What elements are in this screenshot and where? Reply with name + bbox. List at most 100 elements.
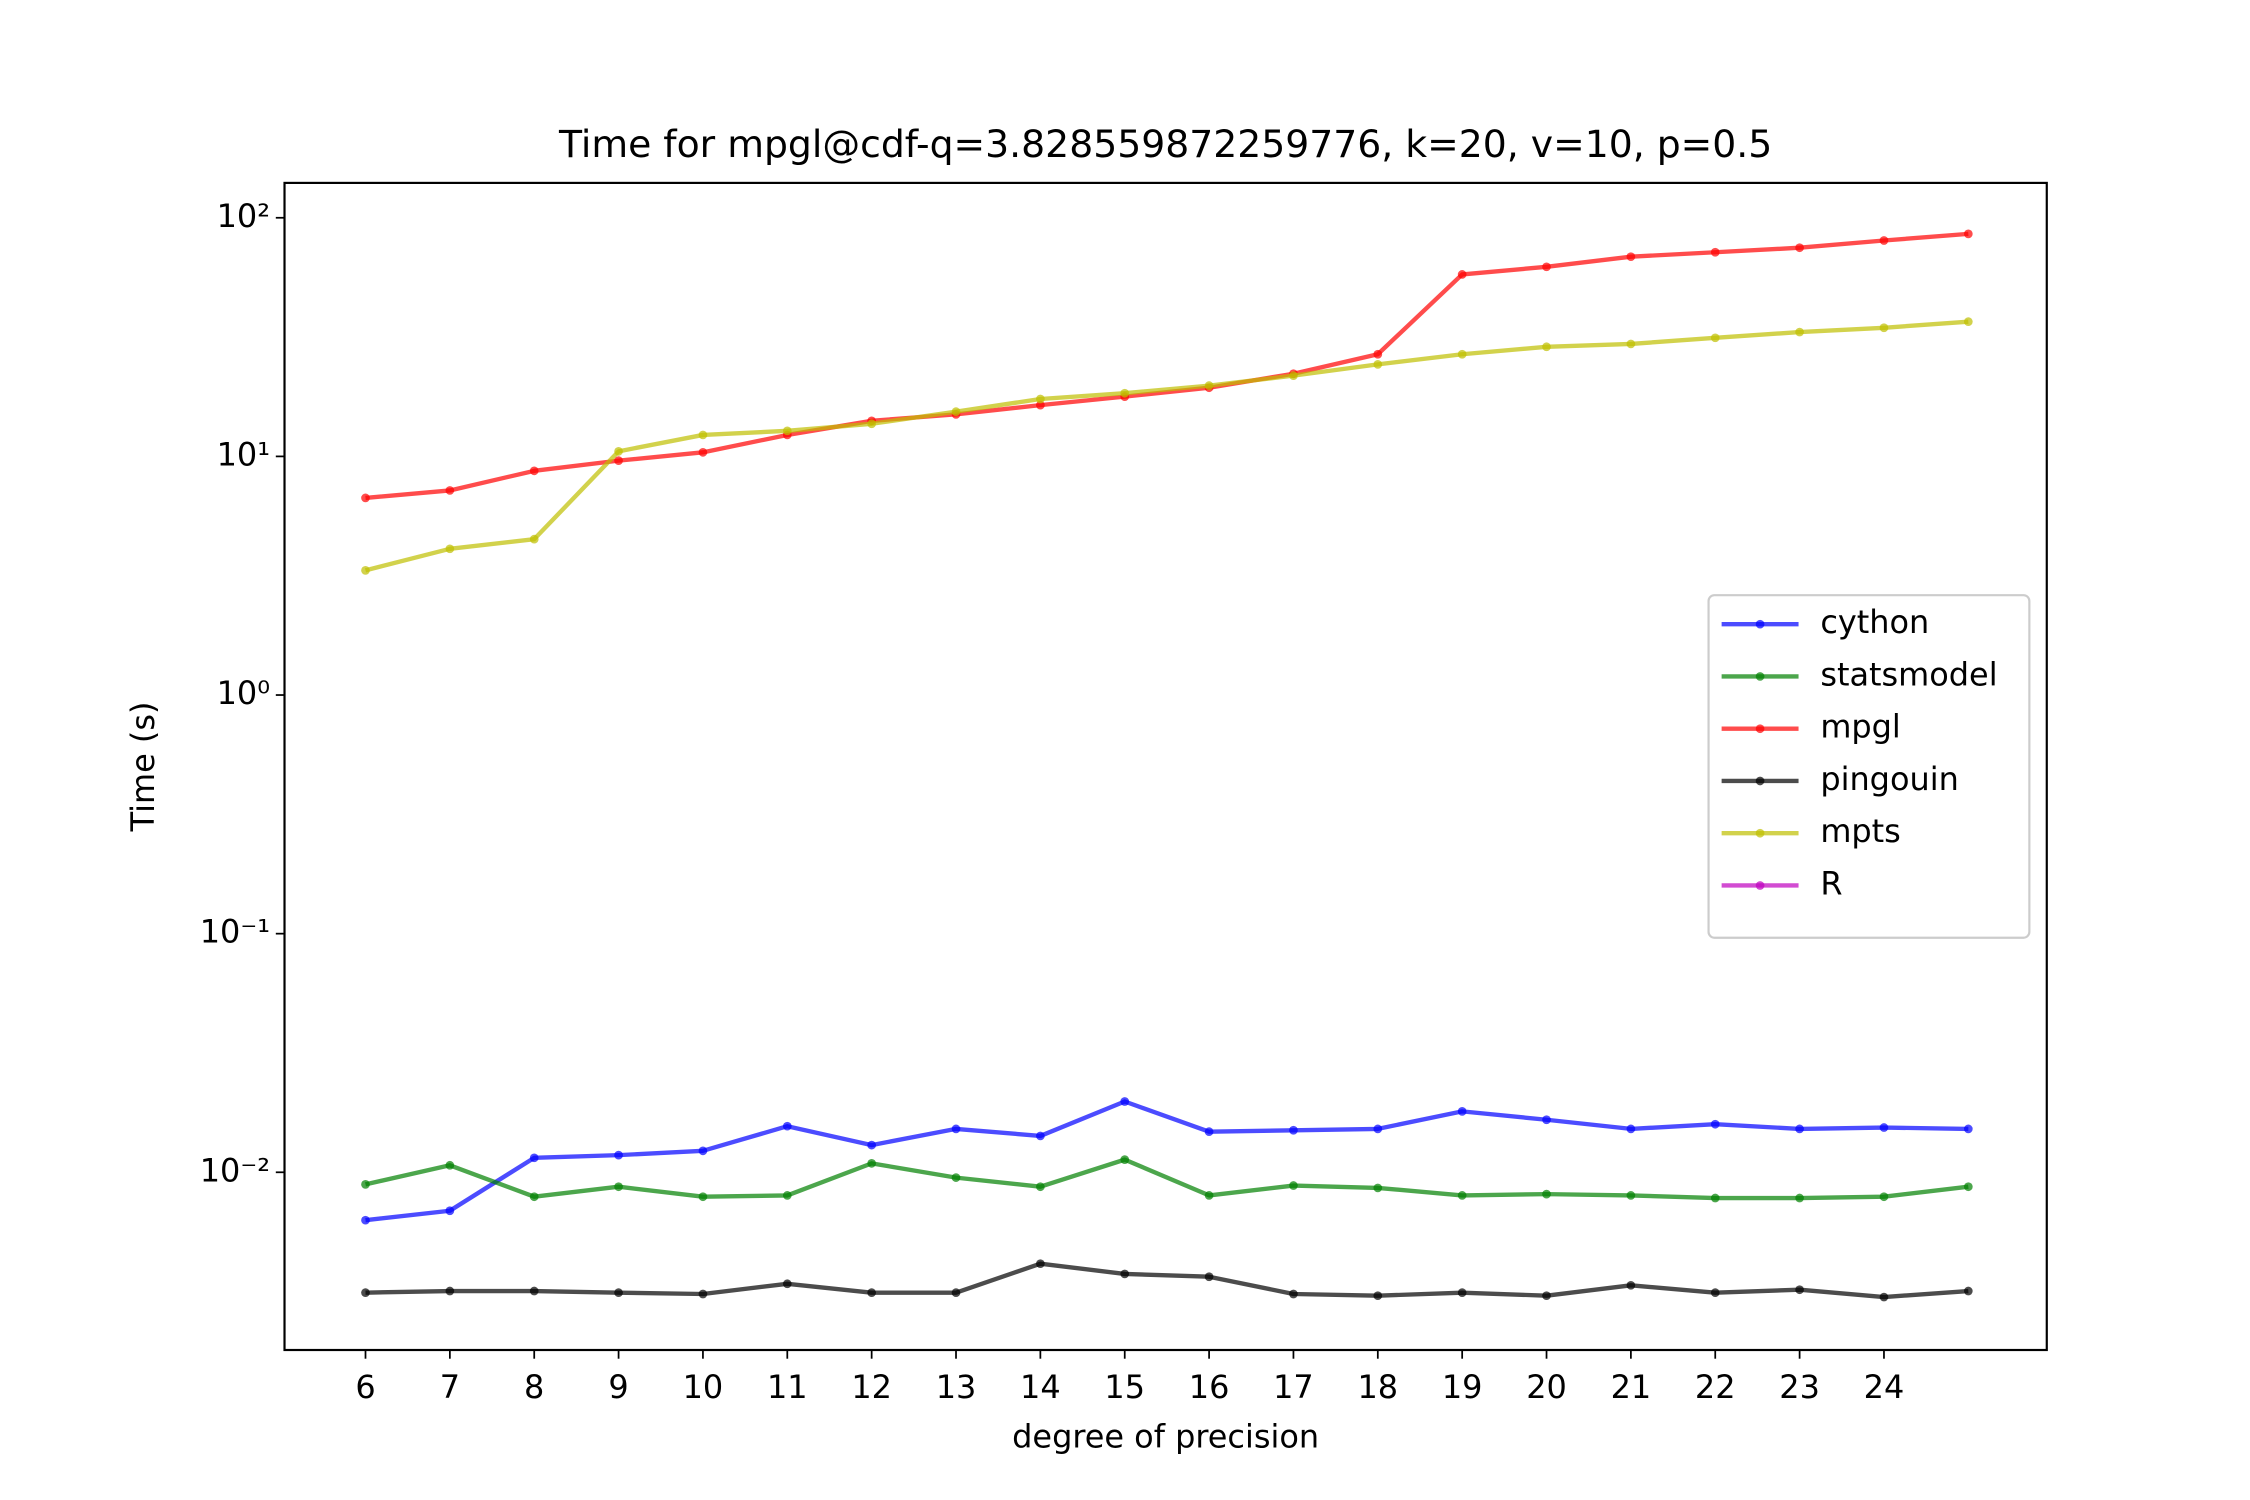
data-point xyxy=(782,426,792,436)
data-point xyxy=(529,1192,539,1202)
series-line xyxy=(365,1157,1969,1201)
data-point xyxy=(1626,1191,1636,1200)
data-point xyxy=(529,1286,539,1296)
legend-label: statsmodel xyxy=(1820,655,1997,693)
data-point xyxy=(1963,1286,1973,1296)
data-point xyxy=(361,1215,370,1225)
plot-frame xyxy=(283,181,2048,1352)
legend-marker xyxy=(1755,619,1765,629)
data-point xyxy=(951,407,961,417)
data-point xyxy=(1457,270,1467,279)
data-point xyxy=(1373,1124,1383,1134)
data-point xyxy=(1710,1119,1720,1129)
data-point xyxy=(1457,1191,1467,1200)
data-point xyxy=(951,1288,961,1298)
data-point xyxy=(1542,1189,1551,1199)
legend-label: pingouin xyxy=(1820,760,1959,798)
data-point xyxy=(1457,349,1467,359)
data-point xyxy=(1457,1288,1467,1298)
y-axis-label: Time (s) xyxy=(124,702,162,833)
data-point xyxy=(1036,400,1045,410)
data-point xyxy=(698,447,708,457)
series-line xyxy=(365,1261,1969,1300)
data-point xyxy=(867,1159,877,1168)
data-point xyxy=(1373,1291,1383,1301)
data-point xyxy=(1879,1192,1889,1202)
y-tick-label: 10² xyxy=(217,197,270,235)
y-tick-label: 10⁰ xyxy=(217,674,270,712)
data-point xyxy=(1879,1292,1889,1302)
data-point xyxy=(1710,1193,1720,1203)
x-tick-label: 23 xyxy=(1779,1368,1820,1406)
legend-label: mpts xyxy=(1820,812,1901,850)
legend-label: R xyxy=(1820,864,1842,902)
series-line xyxy=(364,319,1969,573)
legend-marker xyxy=(1755,672,1765,681)
data-point xyxy=(1289,1289,1298,1299)
x-tick-label: 10 xyxy=(683,1368,724,1406)
data-point xyxy=(614,1288,623,1298)
data-point xyxy=(614,446,623,456)
x-tick-label: 24 xyxy=(1864,1368,1905,1406)
data-point xyxy=(951,1173,961,1182)
data-point xyxy=(1879,236,1889,245)
data-point xyxy=(1963,317,1973,327)
data-point xyxy=(1204,381,1214,390)
series-line xyxy=(365,1099,1969,1223)
data-point xyxy=(445,544,455,554)
x-tick-label: 22 xyxy=(1695,1368,1736,1406)
data-point xyxy=(361,566,370,575)
legend-box xyxy=(1707,594,2031,939)
x-tick-label: 17 xyxy=(1273,1368,1314,1406)
data-point xyxy=(614,456,623,465)
data-point xyxy=(951,1124,961,1134)
x-tick-label: 18 xyxy=(1357,1368,1398,1406)
x-tick-label: 12 xyxy=(851,1368,892,1406)
data-point xyxy=(698,430,708,440)
data-point xyxy=(1036,394,1045,404)
legend-label: cython xyxy=(1820,603,1929,641)
legend-marker xyxy=(1755,776,1765,786)
x-axis-label: degree of precision xyxy=(1012,1418,1319,1456)
x-tick-label: 21 xyxy=(1611,1368,1652,1406)
data-point xyxy=(1542,1115,1551,1125)
legend-marker xyxy=(1755,828,1765,838)
y-tick-label: 10⁻¹ xyxy=(200,913,270,951)
data-point xyxy=(1795,1124,1804,1134)
data-point xyxy=(1373,360,1383,369)
x-tick-label: 19 xyxy=(1442,1368,1483,1406)
x-tick-label: 20 xyxy=(1526,1368,1567,1406)
data-point xyxy=(1542,342,1551,352)
data-point xyxy=(1963,1124,1973,1134)
data-point xyxy=(782,1121,792,1131)
data-point xyxy=(529,1153,539,1163)
data-point xyxy=(1879,1123,1889,1132)
x-tick-label: 9 xyxy=(608,1368,628,1406)
data-point xyxy=(1963,1182,1973,1192)
data-point xyxy=(1626,1280,1636,1290)
y-tick-label: 10¹ xyxy=(217,435,270,473)
data-point xyxy=(1542,1291,1551,1301)
x-tick-label: 15 xyxy=(1104,1368,1145,1406)
data-point xyxy=(1289,1181,1298,1190)
data-point xyxy=(1795,327,1804,337)
data-point xyxy=(1710,1288,1720,1298)
data-point xyxy=(698,1192,708,1202)
data-point xyxy=(1710,247,1720,257)
x-tick-label: 6 xyxy=(355,1368,375,1406)
data-point xyxy=(1204,1127,1214,1137)
data-point xyxy=(1289,371,1298,380)
legend-marker xyxy=(1755,881,1765,890)
x-tick-label: 11 xyxy=(767,1368,808,1406)
data-point xyxy=(1879,323,1889,333)
data-point xyxy=(1120,1155,1130,1164)
data-point xyxy=(1795,243,1804,253)
legend-marker xyxy=(1755,724,1765,734)
data-point xyxy=(1120,1269,1130,1279)
series-line xyxy=(365,231,1969,501)
data-point xyxy=(1710,333,1720,343)
y-tick-label: 10⁻² xyxy=(200,1151,270,1189)
data-point xyxy=(445,1160,455,1170)
data-point xyxy=(1036,1259,1045,1269)
